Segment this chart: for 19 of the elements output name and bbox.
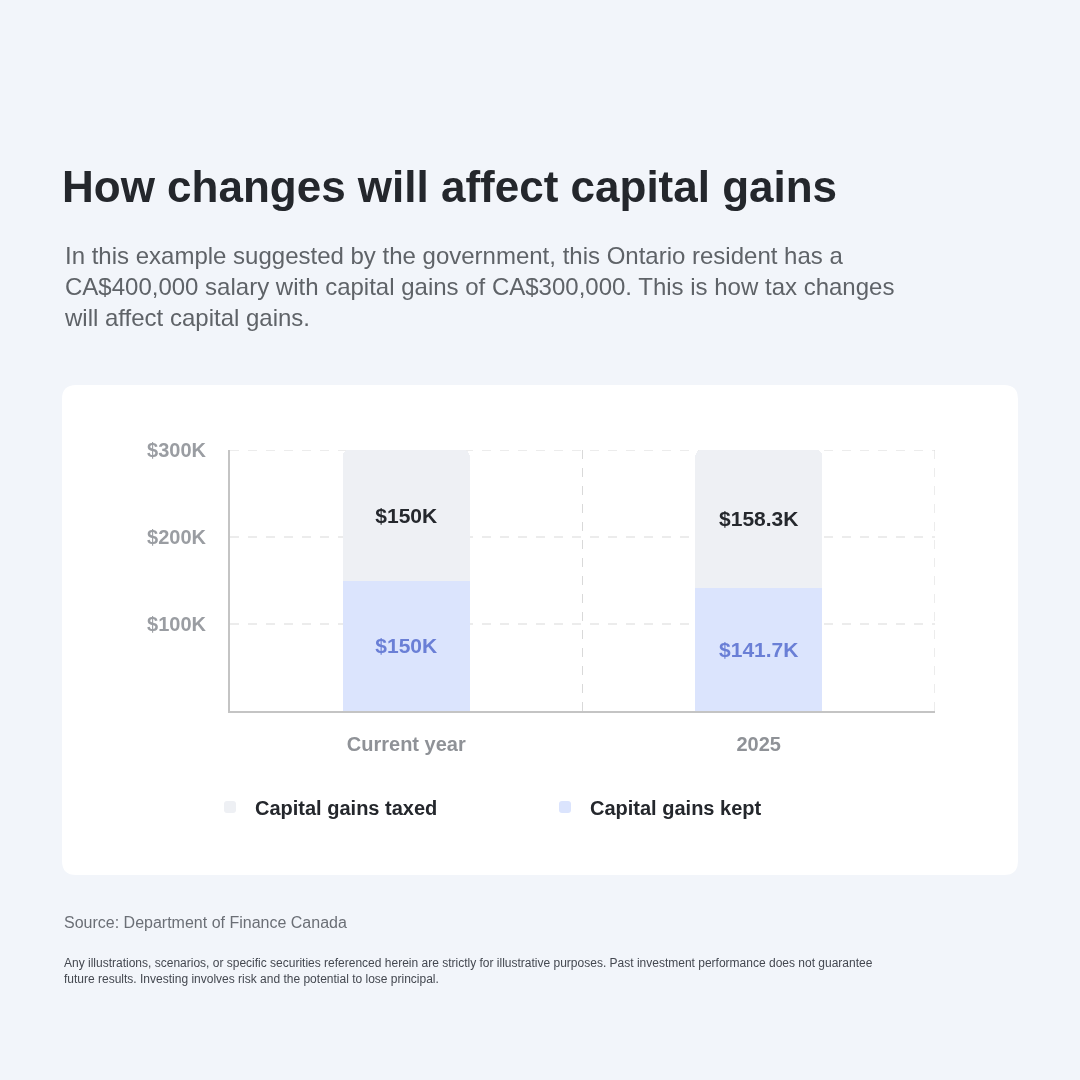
data-label: $141.7K [719, 637, 799, 661]
bar [342, 580, 470, 711]
y-tick-label: $200K [147, 526, 207, 548]
source-note: Source: Department of Finance Canada [64, 914, 347, 931]
legend-label: Capital gains taxed [255, 796, 438, 819]
bar [342, 450, 470, 581]
data-label: $150K [375, 634, 438, 658]
bar [695, 587, 823, 711]
data-label: $158.3K [719, 507, 799, 531]
data-label: $150K [375, 503, 438, 527]
y-tick-label: $100K [147, 613, 207, 635]
text: Any illustrations, scenarios, or specific securities referenced herein are strictly for illustrative purposes. Past investment performance does not guarantee future results. Investing involves risk and the potential to lose principal. [64, 956, 873, 986]
y-tick-label: $300K [147, 439, 207, 461]
bar [695, 450, 823, 588]
x-tick-label: 2025 [736, 733, 781, 755]
chart-subtitle: In this example suggested by the government, this Ontario resident has a CA$400,000 salary with capital gains of CA$300,000. This is how tax changes will affect capital gains. [64, 242, 895, 332]
x-tick-label: Current year [346, 733, 466, 755]
legend-label: Capital gains kept [590, 796, 762, 819]
chart-title: How changes will affect capital gains [62, 162, 838, 212]
